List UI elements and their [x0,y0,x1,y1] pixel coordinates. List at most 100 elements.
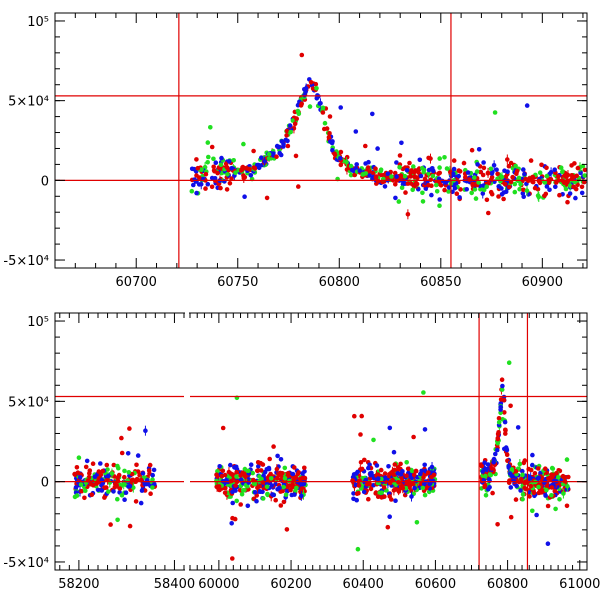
data-point-blue [451,171,456,177]
data-point-red [94,481,99,486]
data-point-green [208,125,213,130]
data-point-green [150,485,155,490]
data-point-red [495,431,501,437]
data-point-red [514,168,520,174]
data-point-red [284,133,289,138]
data-point-red [115,475,120,481]
data-point-blue [261,473,266,479]
data-point-red [495,522,500,527]
data-point-red [122,474,127,480]
data-point-red [545,503,551,509]
data-point-red [368,486,374,492]
data-point-blue [491,460,497,465]
y-tick-label: 0 [41,174,49,189]
data-point-green [283,492,289,498]
data-point-green [231,158,236,163]
data-point-green [512,189,518,195]
x-tick-label: 60600 [415,577,456,592]
data-point-red [536,490,542,496]
data-point-red [294,116,299,121]
data-point-blue [511,478,517,484]
data-point-blue [385,171,391,176]
data-point-red [536,178,542,184]
data-point-blue [248,462,254,468]
data-point-red [508,403,513,409]
data-point-blue [579,190,585,196]
data-point-green [234,498,239,504]
data-point-red [90,483,96,488]
data-point-blue [252,490,258,495]
data-point-red [544,470,549,476]
data-point-red [502,410,507,415]
data-point-blue [481,160,486,165]
y-tick-label: 10⁵ [27,15,49,30]
data-point-red [79,488,84,494]
data-point-red [461,160,467,166]
data-point-red [413,168,419,173]
data-point-green [430,173,436,179]
data-point-blue [412,485,417,491]
axis-break [185,311,189,572]
data-point-red [519,477,524,482]
data-point-green [530,508,535,514]
data-point-green [537,170,543,175]
data-point-red [299,52,305,58]
data-point-red [463,175,468,180]
data-point-blue [499,186,504,191]
data-point-red [326,134,332,140]
data-point-blue [139,488,145,493]
data-point-blue [255,464,261,469]
x-tick-label: 60200 [270,577,311,592]
data-point-red [399,475,405,481]
data-point-red [489,466,495,471]
data-point-green [520,472,525,478]
data-point-green [211,156,216,162]
data-point-red [332,151,337,156]
data-point-green [295,108,301,114]
data-point-red [104,485,109,490]
data-point-red [575,165,581,171]
data-point-blue [277,150,283,156]
data-point-red [482,484,487,490]
data-point-blue [502,168,507,173]
data-point-green [371,437,376,443]
data-point-red [203,186,208,191]
data-point-red [230,556,235,561]
data-point-red [247,166,252,172]
data-point-red [385,524,391,530]
data-point-red [224,187,230,192]
data-point-green [411,164,416,169]
data-point-blue [553,184,558,190]
data-point-red [557,192,562,198]
data-point-red [255,468,261,473]
data-point-green [264,484,270,490]
data-point-red [506,163,512,169]
data-point-red [404,481,409,487]
data-point-red [220,425,226,431]
data-point-red [484,197,490,203]
data-point-blue [151,467,157,473]
data-point-red [392,170,398,176]
data-point-red [549,485,555,490]
data-point-red [532,185,538,191]
data-point-green [437,165,442,170]
data-point-blue [271,492,277,498]
data-point-blue [140,471,146,476]
data-point-blue [229,521,234,526]
data-point-blue [303,89,308,95]
data-point-red [456,168,462,173]
data-point-blue [123,490,129,496]
data-point-red [218,185,223,191]
data-point-blue [259,155,264,160]
data-point-red [108,522,113,527]
data-point-blue [391,449,397,455]
data-point-red [530,174,536,180]
data-point-blue [500,383,505,389]
data-point-green [410,187,416,193]
data-point-green [259,476,264,482]
x-tick-label: 61000 [559,577,600,592]
data-point-red [241,165,247,171]
data-point-green [549,465,555,471]
data-point-green [122,468,127,474]
data-point-green [288,129,294,135]
